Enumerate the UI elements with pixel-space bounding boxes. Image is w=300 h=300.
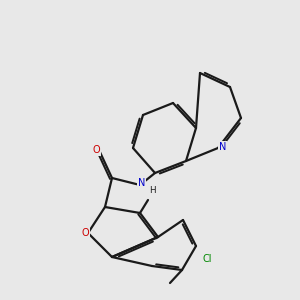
Text: N: N xyxy=(219,142,226,152)
Text: H: H xyxy=(149,186,156,195)
Text: N: N xyxy=(138,178,145,188)
Text: O: O xyxy=(81,228,89,238)
Text: Cl: Cl xyxy=(203,254,212,263)
Text: O: O xyxy=(92,145,100,155)
